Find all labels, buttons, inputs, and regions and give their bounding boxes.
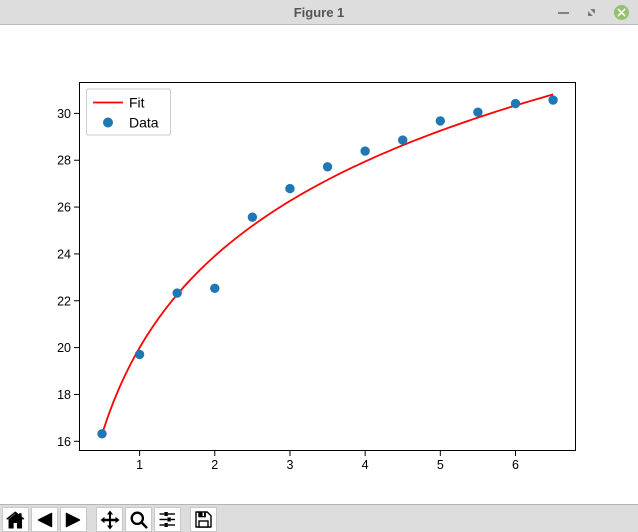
svg-text:20: 20 (57, 341, 71, 355)
svg-text:30: 30 (57, 107, 71, 121)
svg-text:6: 6 (512, 458, 519, 472)
svg-text:Data: Data (129, 115, 159, 131)
svg-text:2: 2 (211, 458, 218, 472)
svg-text:5: 5 (437, 458, 444, 472)
svg-text:18: 18 (57, 388, 71, 402)
svg-text:22: 22 (57, 294, 71, 308)
svg-text:24: 24 (57, 247, 71, 261)
svg-text:26: 26 (57, 201, 71, 215)
svg-text:4: 4 (362, 458, 369, 472)
svg-text:16: 16 (57, 435, 71, 449)
svg-text:Fit: Fit (129, 95, 145, 111)
svg-text:1: 1 (136, 458, 143, 472)
svg-text:28: 28 (57, 154, 71, 168)
svg-text:3: 3 (286, 458, 293, 472)
